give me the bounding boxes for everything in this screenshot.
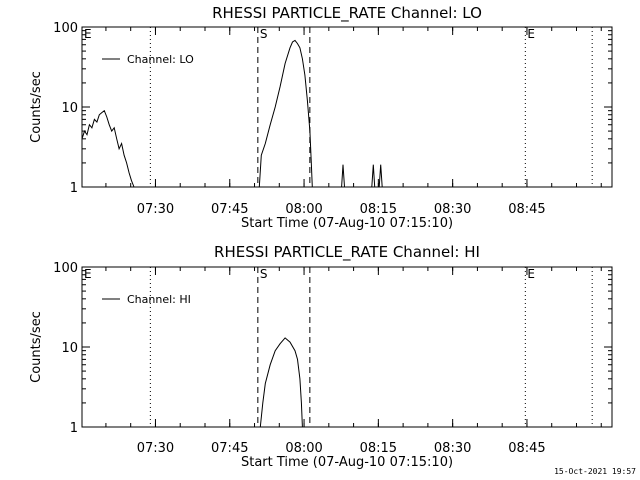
panel1-x-tick-label: 08:45 [508,202,545,217]
panel2-y-axis-label: Counts/sec [29,311,44,383]
panel1-series-line-4 [371,164,376,188]
panel2-marker-label: S [260,267,268,281]
panel1-series-line-2 [258,39,313,188]
panel1-y-tick-label: 10 [61,101,78,116]
panel1-series-line-5 [378,164,383,188]
panel2-x-tick-label: 08:15 [360,441,397,456]
panel2-x-tick-label: 08:45 [508,441,545,456]
panel1-legend-label: Channel: LO [127,53,194,66]
panel1-marker-label: S [260,27,268,41]
panel1-y-tick-label: 1 [70,181,78,196]
panel1-y-axis-label: Counts/sec [29,71,44,143]
panel1-plot-frame [81,26,613,188]
panel2-y-tick-label: 1 [70,421,78,436]
panel1-series-line-3 [341,164,345,188]
panel1-x-tick-label: 07:45 [211,202,248,217]
panel1-x-tick-label: 08:30 [434,202,471,217]
panel1-marker-label: E [527,27,535,41]
footer-timestamp: 15-Oct-2021 19:57 [554,467,636,476]
panel2-y-tick-label: 100 [53,261,78,276]
panel2-marker-label: E [527,267,535,281]
panel2-edge-label-e: E [84,267,92,281]
panel1-edge-label-e: E [84,27,92,41]
panel2-series-line-1 [259,337,303,428]
panel1-x-tick-label: 08:15 [360,202,397,217]
panel2-x-axis-label: Start Time (07-Aug-10 07:15:10) [241,455,453,470]
panel2-x-tick-label: 08:30 [434,441,471,456]
panel1-x-tick-label: 08:00 [285,202,322,217]
panel2-chart-title: RHESSI PARTICLE_RATE Channel: HI [214,243,480,262]
panel2-x-tick-label: 07:45 [211,441,248,456]
panel1-x-axis-label: Start Time (07-Aug-10 07:15:10) [241,216,453,231]
panel2-plot-frame [81,266,613,428]
panel1-x-tick-label: 07:30 [137,202,174,217]
panel1-chart-title: RHESSI PARTICLE_RATE Channel: LO [212,4,482,23]
panel1-y-tick-label: 100 [53,21,78,36]
panel2-x-tick-label: 08:00 [285,441,322,456]
panel2-x-tick-label: 07:30 [137,441,174,456]
panel1-series-line-1 [81,109,135,188]
panel2-y-tick-label: 10 [61,341,78,356]
panel2-legend-label: Channel: HI [127,293,191,306]
